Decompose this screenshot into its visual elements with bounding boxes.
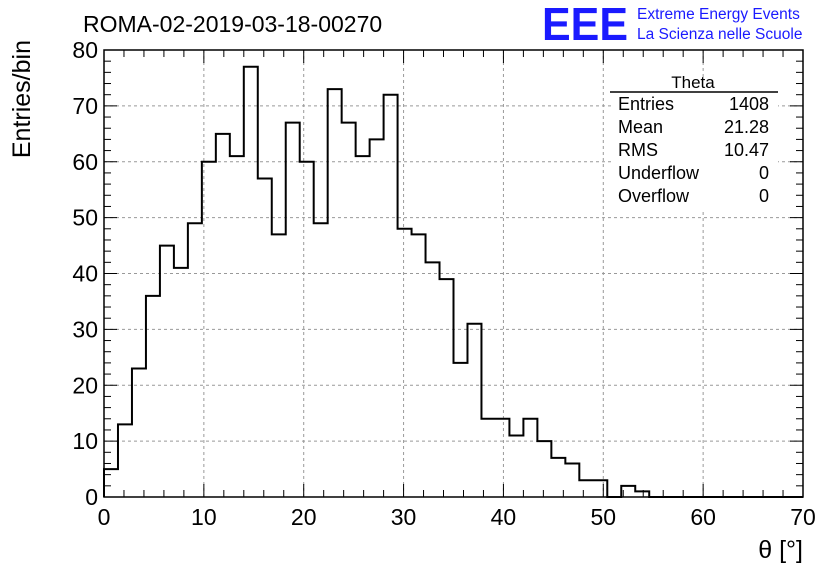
histogram-bin-4 [160, 246, 174, 497]
histogram-bin-3 [146, 296, 160, 497]
y-axis-title: Entries/bin [8, 40, 36, 158]
y-tick-label-6: 60 [72, 149, 98, 175]
chart-title: ROMA-02-2019-03-18-00270 [83, 11, 382, 37]
y-tick-label-1: 10 [72, 428, 98, 454]
stats-label-entries: Entries [618, 94, 674, 114]
histogram-bin-8 [216, 134, 230, 497]
histogram-bin-24 [440, 279, 454, 497]
histogram-bin-11 [258, 179, 272, 497]
histogram-bin-35 [593, 480, 607, 497]
histogram-bin-0 [104, 469, 118, 497]
x-tick-label-5: 50 [590, 504, 616, 530]
y-tick-label-5: 50 [72, 205, 98, 231]
stats-value-entries: 1408 [729, 94, 769, 114]
histogram-bin-5 [174, 268, 188, 497]
histogram-bin-27 [481, 419, 495, 497]
histogram-bin-31 [537, 441, 551, 497]
histogram-bin-33 [565, 463, 579, 497]
eee-logo: EEE Extreme Energy Events La Scienza nel… [542, 0, 802, 50]
histogram-bin-15 [314, 223, 328, 497]
stats-box: Theta Entries 1408 Mean 21.28 RMS 10.47 … [610, 73, 778, 212]
histogram-outline [103, 65, 803, 498]
stats-value-rms: 10.47 [724, 140, 769, 160]
y-tick-label-7: 70 [72, 93, 98, 119]
histogram-bin-18 [356, 156, 370, 497]
histogram-bin-23 [426, 262, 440, 497]
histogram-bin-13 [286, 123, 300, 497]
histogram-bin-19 [370, 139, 384, 497]
logo-line-1: Extreme Energy Events [637, 6, 800, 23]
histogram-bin-34 [579, 480, 593, 497]
x-axis-title: θ [°] [758, 536, 803, 564]
x-tick-label-6: 60 [690, 504, 716, 530]
histogram-bin-25 [454, 363, 468, 497]
stats-value-underflow: 0 [759, 163, 769, 183]
eee-logo-mark: EEE [542, 0, 628, 50]
histogram-bin-1 [118, 424, 132, 497]
histogram-bin-16 [328, 89, 342, 497]
histogram-bin-14 [300, 162, 314, 497]
stats-box-background [612, 78, 778, 212]
axis-ticks [103, 49, 804, 498]
stats-label-overflow: Overflow [618, 186, 690, 206]
histogram-bin-17 [342, 123, 356, 497]
y-tick-label-0: 0 [85, 484, 98, 510]
histogram-bin-38 [635, 491, 649, 497]
stats-label-rms: RMS [618, 140, 658, 160]
stats-label-mean: Mean [618, 117, 663, 137]
histogram-bin-21 [398, 229, 412, 497]
y-tick-label-2: 20 [72, 372, 98, 398]
histogram-bin-9 [230, 156, 244, 497]
x-tick-label-0: 0 [98, 504, 111, 530]
histogram-bin-12 [272, 234, 286, 497]
histogram-bin-29 [509, 436, 523, 497]
histogram-bin-22 [412, 234, 426, 497]
x-tick-label-2: 20 [291, 504, 317, 530]
stats-label-underflow: Underflow [618, 163, 700, 183]
histogram-bin-20 [384, 95, 398, 497]
x-tick-label-7: 70 [790, 504, 816, 530]
x-tick-label-3: 30 [391, 504, 417, 530]
histogram-bin-6 [188, 223, 202, 497]
histogram-bins [104, 67, 649, 497]
histogram-bin-26 [467, 324, 481, 497]
x-tick-label-1: 10 [191, 504, 217, 530]
stats-value-mean: 21.28 [724, 117, 769, 137]
histogram-bin-2 [132, 368, 146, 497]
logo-line-2: La Scienza nelle Scuole [637, 26, 802, 43]
histogram-bin-10 [244, 67, 258, 497]
stats-value-overflow: 0 [759, 186, 769, 206]
histogram-bin-7 [202, 162, 216, 497]
y-tick-label-4: 40 [72, 261, 98, 287]
histogram-bin-30 [523, 419, 537, 497]
x-tick-label-4: 40 [491, 504, 517, 530]
y-tick-label-3: 30 [72, 316, 98, 342]
stats-box-title: Theta [671, 73, 715, 92]
y-tick-label-8: 80 [72, 37, 98, 63]
tick-labels: 0 10 20 30 40 50 60 70 0 10 20 30 40 50 60 70 80 [72, 37, 815, 530]
histogram-bin-28 [495, 419, 509, 497]
